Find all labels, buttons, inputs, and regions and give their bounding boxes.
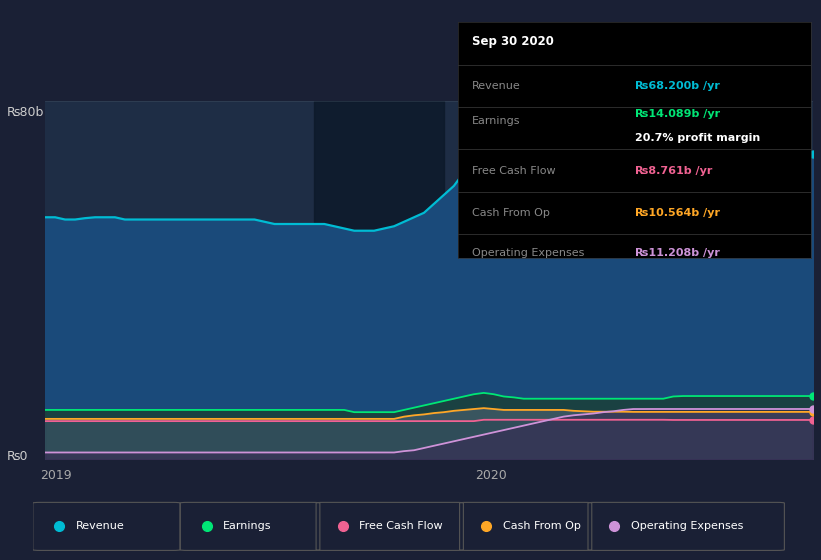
Text: Cash From Op: Cash From Op bbox=[472, 208, 550, 218]
Text: Cash From Op: Cash From Op bbox=[502, 521, 580, 531]
Text: ₨11.208b /yr: ₨11.208b /yr bbox=[635, 248, 719, 258]
Text: Earnings: Earnings bbox=[472, 116, 521, 126]
Text: ₨8.761b /yr: ₨8.761b /yr bbox=[635, 166, 712, 176]
Text: ₨10.564b /yr: ₨10.564b /yr bbox=[635, 208, 720, 218]
Text: ₨68.200b /yr: ₨68.200b /yr bbox=[635, 81, 719, 91]
Text: Operating Expenses: Operating Expenses bbox=[472, 248, 585, 258]
Text: 20.7% profit margin: 20.7% profit margin bbox=[635, 133, 760, 143]
Text: Free Cash Flow: Free Cash Flow bbox=[472, 166, 556, 176]
Text: Operating Expenses: Operating Expenses bbox=[631, 521, 744, 531]
Bar bbox=[314, 101, 444, 459]
Text: Free Cash Flow: Free Cash Flow bbox=[359, 521, 443, 531]
Text: ₨0: ₨0 bbox=[7, 450, 28, 463]
Text: Revenue: Revenue bbox=[76, 521, 125, 531]
Text: Revenue: Revenue bbox=[472, 81, 521, 91]
Text: Sep 30 2020: Sep 30 2020 bbox=[472, 35, 554, 48]
Text: 2019: 2019 bbox=[40, 469, 71, 482]
Text: Earnings: Earnings bbox=[223, 521, 272, 531]
Text: ₨14.089b /yr: ₨14.089b /yr bbox=[635, 109, 720, 119]
Text: 2020: 2020 bbox=[475, 469, 507, 482]
Text: ₨80b: ₨80b bbox=[7, 105, 44, 119]
